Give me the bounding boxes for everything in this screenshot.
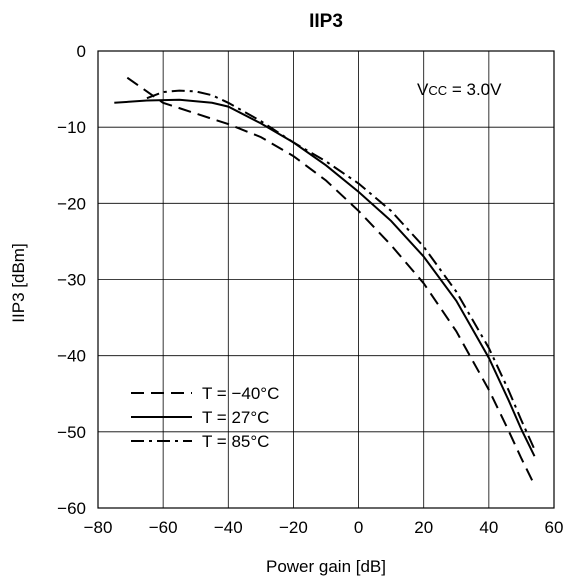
vcc-prefix: V bbox=[417, 80, 429, 99]
y-tick-label: −10 bbox=[57, 118, 86, 137]
x-tick-label: 20 bbox=[414, 518, 433, 537]
grid bbox=[97, 50, 555, 509]
series-line-dashdot bbox=[146, 89, 536, 450]
y-tick-label: 0 bbox=[77, 42, 86, 61]
x-tick-label: −80 bbox=[84, 518, 113, 537]
series-line-solid bbox=[114, 98, 536, 457]
tick-labels: −80 −60 −40 −20 0 20 40 600−10−20−30−40−50−60 bbox=[57, 42, 563, 537]
series-group bbox=[114, 76, 536, 486]
legend-label: T = 85°C bbox=[202, 432, 269, 451]
plot-area-border bbox=[97, 50, 555, 509]
vcc-annotation: VCC = 3.0V bbox=[417, 80, 502, 99]
x-axis-label: Power gain [dB] bbox=[266, 557, 386, 576]
y-tick-label: −50 bbox=[57, 423, 86, 442]
x-tick-label: −40 bbox=[214, 518, 243, 537]
y-tick-label: −20 bbox=[57, 194, 86, 213]
x-tick-label: −60 bbox=[149, 518, 178, 537]
y-axis-label: IIP3 [dBm] bbox=[9, 243, 28, 322]
y-tick-label: −40 bbox=[57, 347, 86, 366]
chart-title: IIP3 bbox=[309, 11, 343, 32]
vcc-suffix: = 3.0V bbox=[447, 80, 502, 99]
x-tick-label: −20 bbox=[279, 518, 308, 537]
x-tick-label: 40 bbox=[479, 518, 498, 537]
legend-label: T = −40°C bbox=[202, 384, 279, 403]
y-tick-label: −60 bbox=[57, 499, 86, 518]
vcc-subscript: CC bbox=[428, 83, 447, 98]
x-tick-label: 0 bbox=[354, 518, 363, 537]
x-tick-label: 60 bbox=[545, 518, 564, 537]
series-line-dashed bbox=[126, 76, 536, 486]
plot-frame bbox=[97, 50, 555, 509]
legend: T = −40°C T = 27°C T = 85°C bbox=[131, 384, 279, 451]
legend-label: T = 27°C bbox=[202, 408, 269, 427]
y-tick-label: −30 bbox=[57, 271, 86, 290]
